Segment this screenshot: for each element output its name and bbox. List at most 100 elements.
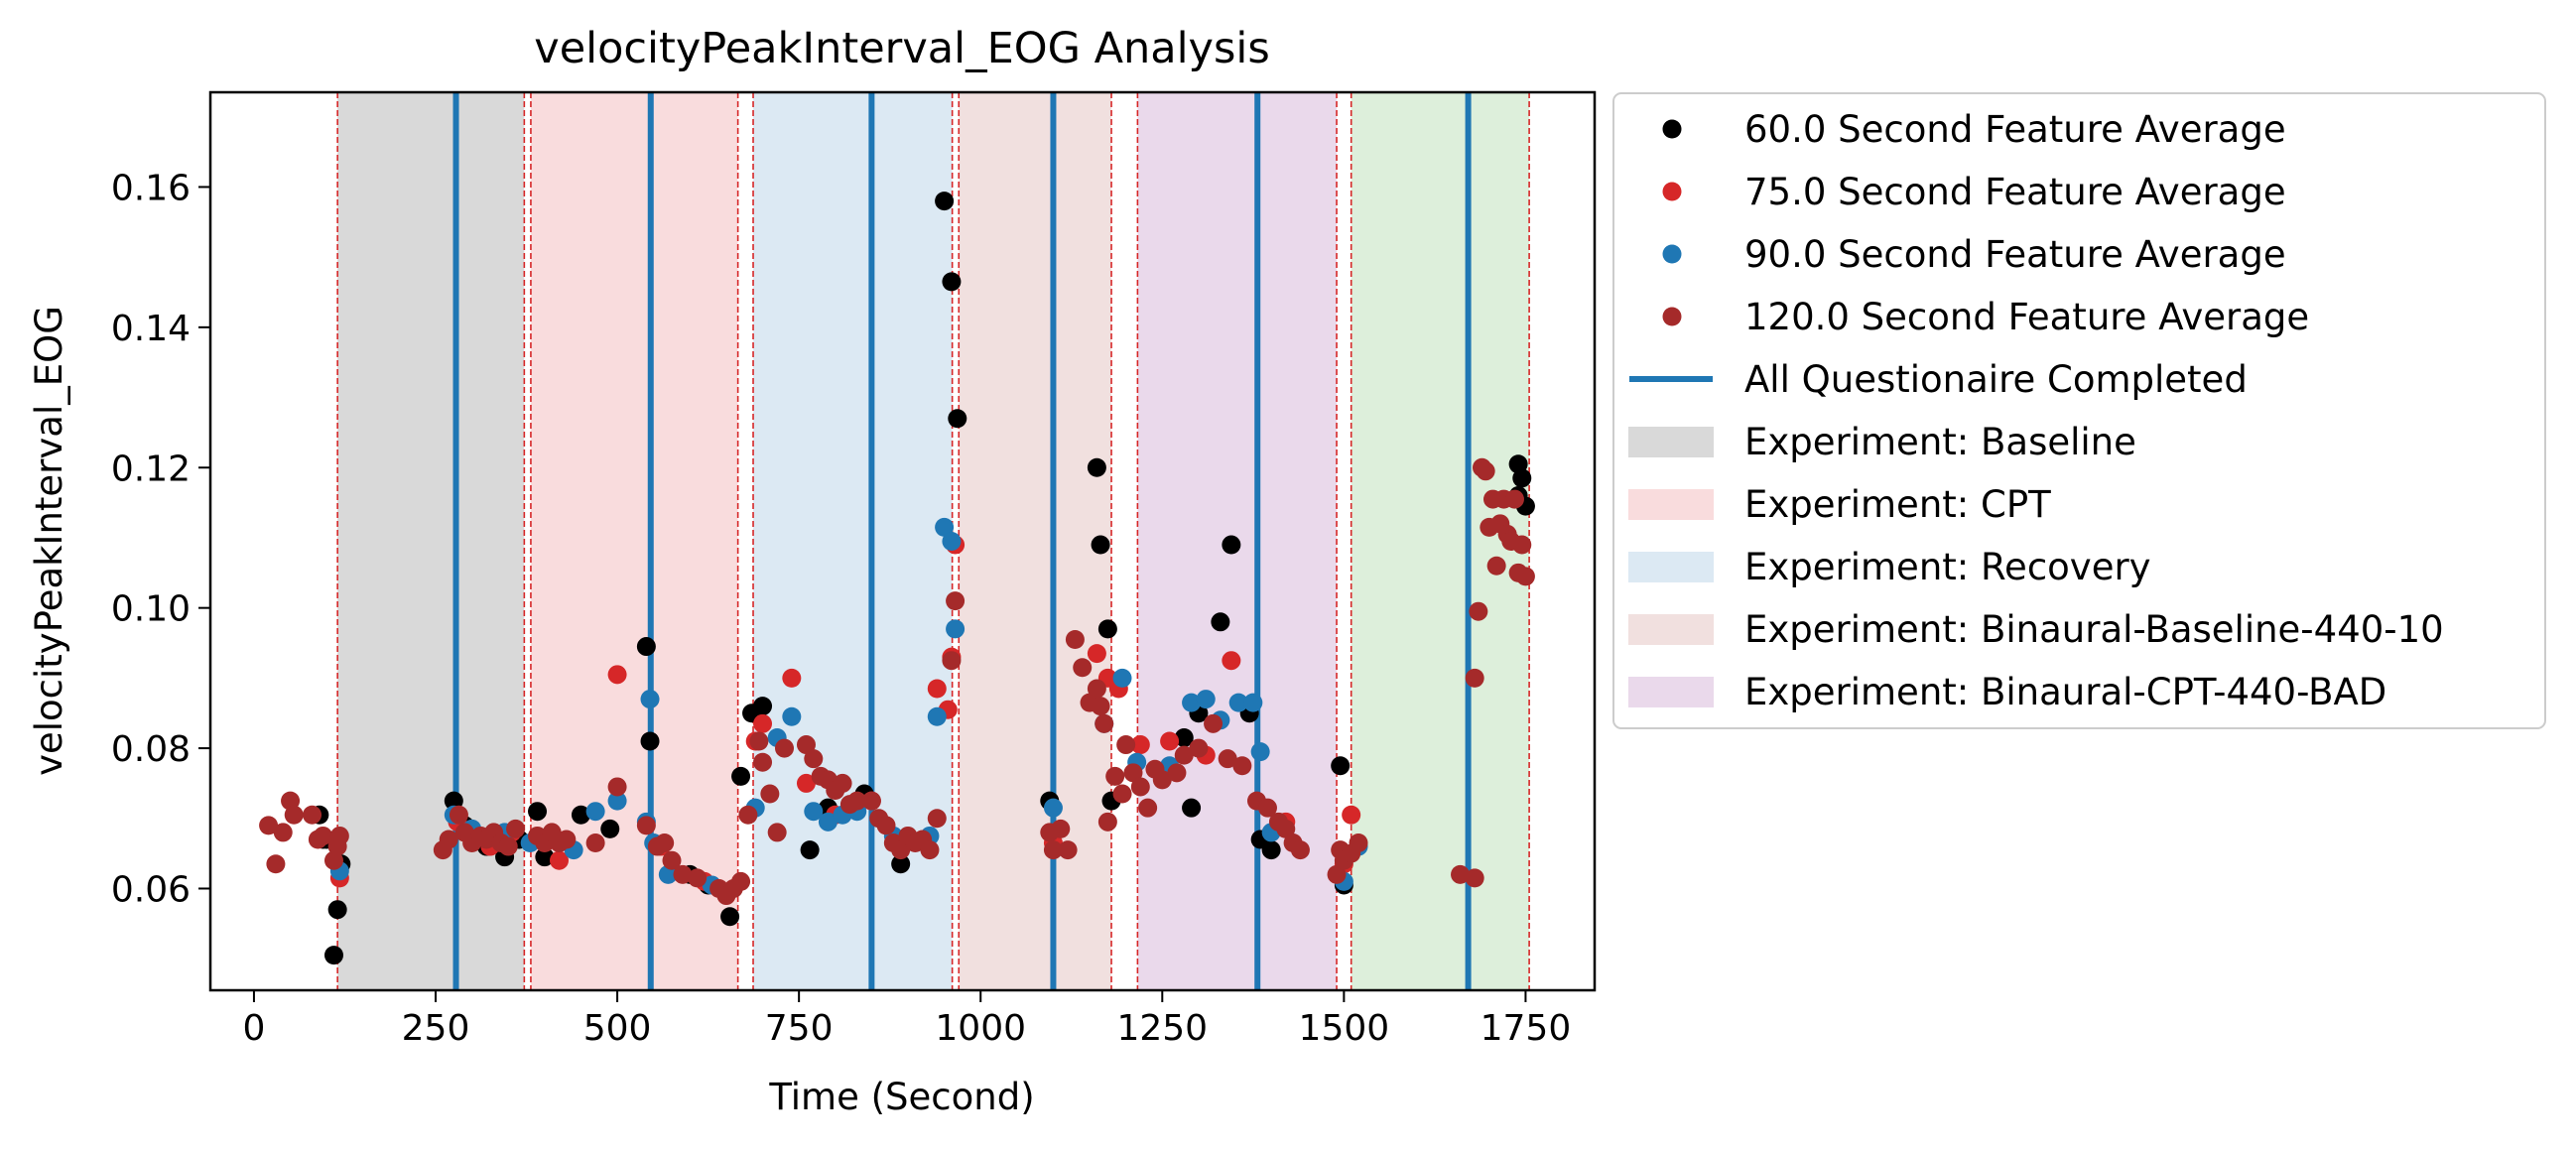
data-point: [1465, 668, 1484, 688]
data-point: [1222, 535, 1241, 555]
x-tick-label: 1500: [1299, 1008, 1390, 1049]
y-tick-label: 0.16: [111, 168, 191, 208]
y-tick-label: 0.10: [111, 589, 191, 630]
data-point: [946, 619, 966, 639]
data-point: [1058, 840, 1078, 860]
data-point: [891, 854, 911, 874]
legend-label: 120.0 Second Feature Average: [1744, 296, 2309, 338]
data-point: [1218, 749, 1237, 769]
data-point: [314, 826, 333, 845]
data-point: [303, 805, 322, 825]
data-point: [571, 805, 590, 825]
data-point: [775, 738, 795, 758]
data-point: [323, 946, 343, 965]
data-point: [284, 805, 304, 825]
data-point: [1051, 819, 1071, 838]
legend-label: Experiment: CPT: [1744, 483, 2051, 526]
x-tick-label: 750: [765, 1008, 834, 1049]
legend-label: Experiment: Binaural-CPT-440-BAD: [1744, 671, 2386, 713]
data-point: [1160, 731, 1180, 751]
y-axis: 0.06 0.08 0.10 0.12 0.14 0.16: [111, 168, 210, 910]
x-axis: 0 250 500 750 1000 1250 1500 1750: [242, 990, 1571, 1049]
data-point: [796, 735, 816, 755]
legend-marker: [1662, 307, 1682, 326]
data-point: [1043, 840, 1063, 860]
legend-marker: [1662, 119, 1682, 139]
data-point: [1515, 567, 1535, 586]
data-point: [640, 731, 660, 751]
data-point: [1261, 840, 1281, 860]
data-point: [1097, 619, 1117, 639]
data-point: [506, 819, 526, 838]
data-point: [636, 816, 656, 835]
data-points: [259, 192, 1535, 965]
data-point: [1196, 690, 1216, 709]
x-axis-label: Time (Second): [768, 1076, 1034, 1118]
data-point: [1469, 601, 1488, 621]
legend-patch: [1628, 489, 1714, 520]
data-point: [1105, 766, 1125, 786]
data-point: [266, 854, 286, 874]
data-point: [948, 409, 967, 429]
data-point: [1211, 612, 1230, 632]
data-point: [1486, 556, 1506, 576]
data-point: [1087, 679, 1106, 699]
data-point: [767, 823, 787, 842]
x-tick-label: 1750: [1481, 1008, 1572, 1049]
data-point: [1152, 770, 1172, 790]
data-point: [1232, 756, 1252, 776]
legend-patch: [1628, 614, 1714, 645]
data-point: [1243, 693, 1263, 712]
legend: 60.0 Second Feature Average 75.0 Second F…: [1612, 92, 2546, 729]
experiment-region-binaural-baseline-440-10: [959, 92, 1112, 990]
data-point: [753, 713, 773, 733]
legend-label: 60.0 Second Feature Average: [1744, 108, 2286, 151]
data-point: [782, 706, 802, 726]
data-point: [600, 819, 620, 838]
data-point: [557, 830, 577, 849]
data-point: [1349, 833, 1368, 853]
x-tick-label: 0: [242, 1008, 265, 1049]
data-point: [498, 836, 518, 856]
legend-label: All Questionaire Completed: [1744, 358, 2248, 401]
data-point: [720, 907, 740, 927]
data-point: [804, 802, 824, 822]
data-point: [607, 791, 627, 811]
y-tick-label: 0.12: [111, 448, 191, 489]
data-point: [1174, 727, 1194, 747]
y-tick-label: 0.06: [111, 869, 191, 910]
data-point: [327, 900, 347, 920]
data-point: [1222, 651, 1241, 671]
data-point: [731, 766, 751, 786]
data-point: [760, 784, 780, 804]
data-point: [927, 809, 947, 829]
y-axis-label: velocityPeakInterval_EOG: [28, 306, 70, 776]
legend-patch: [1628, 552, 1714, 582]
data-point: [927, 706, 947, 726]
data-point: [1087, 644, 1106, 664]
legend-marker: [1662, 182, 1682, 201]
data-point: [1065, 629, 1085, 649]
legend-label: Experiment: Baseline: [1744, 421, 2136, 463]
x-tick-label: 250: [402, 1008, 470, 1049]
legend-label: Experiment: Recovery: [1744, 546, 2151, 588]
data-point: [1512, 535, 1532, 555]
data-point: [1228, 693, 1248, 712]
data-point: [1130, 777, 1150, 797]
data-point: [1043, 798, 1063, 818]
legend-patch: [1628, 427, 1714, 457]
x-tick-label: 1000: [935, 1008, 1026, 1049]
data-point: [273, 823, 293, 842]
data-point: [1138, 798, 1158, 818]
data-point: [927, 679, 947, 699]
data-point: [946, 591, 966, 611]
data-point: [891, 840, 911, 860]
y-tick-label: 0.14: [111, 309, 191, 349]
legend-patch: [1628, 677, 1714, 707]
data-point: [738, 805, 758, 825]
data-point: [439, 830, 458, 849]
data-point: [1116, 735, 1136, 755]
data-point: [329, 826, 349, 845]
data-point: [1095, 713, 1114, 733]
